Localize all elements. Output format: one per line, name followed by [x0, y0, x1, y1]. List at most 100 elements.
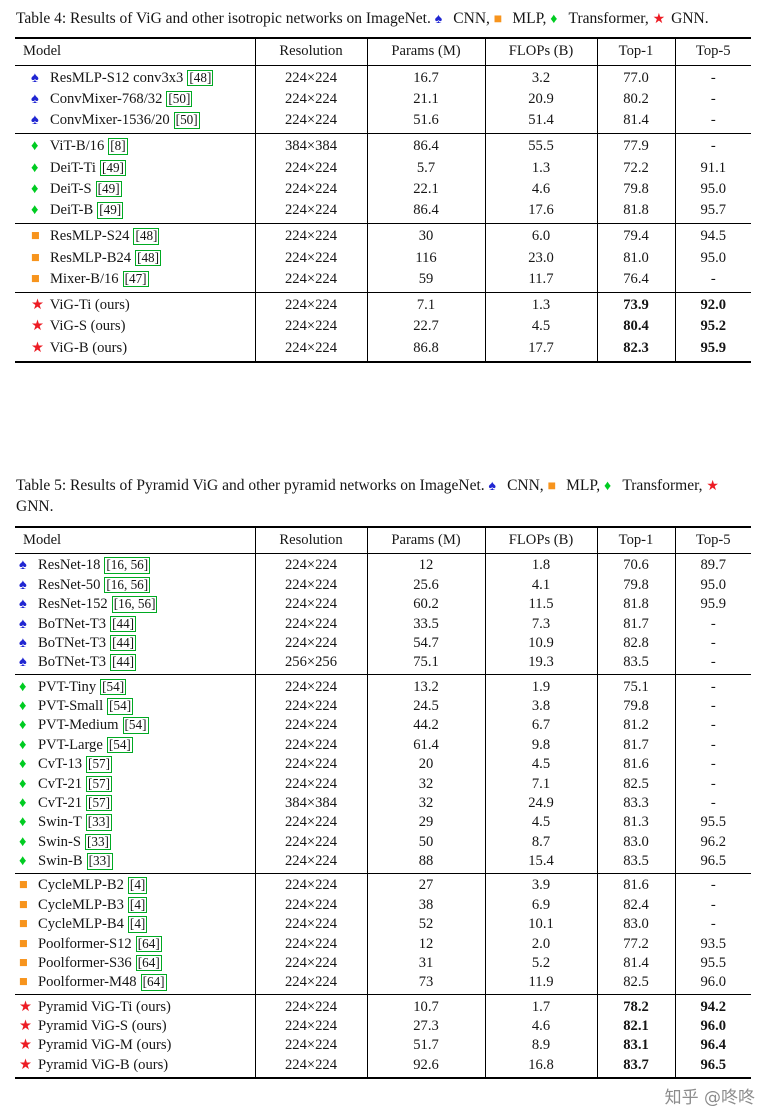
- citation-link[interactable]: [33]: [86, 853, 113, 870]
- model-cell: ♦ Swin-T [33]: [15, 813, 255, 832]
- citation-link[interactable]: [48]: [133, 228, 160, 245]
- params-cell: 32: [366, 793, 485, 813]
- column-header: Top-5: [674, 38, 751, 66]
- legend-label: Transformer,: [618, 476, 707, 494]
- flops-cell: 2.0: [484, 934, 597, 954]
- resolution-cell: 224×224: [254, 247, 367, 269]
- flops-cell: 51.4: [484, 110, 597, 134]
- resolution-cell: 224×224: [254, 633, 367, 653]
- citation-link[interactable]: [4]: [127, 896, 148, 914]
- citation-link[interactable]: [57]: [86, 756, 113, 773]
- citation-link[interactable]: [33]: [85, 814, 112, 831]
- top5-cell: 92.0: [674, 292, 751, 317]
- citation-link[interactable]: [44]: [110, 615, 137, 633]
- model-name: CycleMLP-B4: [34, 916, 124, 933]
- model-name: ViG-S (ours): [46, 318, 126, 335]
- table-row: ★ Pyramid ViG-S (ours) 224×224 27.3 4.6 82.1…: [15, 1016, 751, 1036]
- cnn-marker-icon: ♠: [31, 112, 39, 129]
- caption-label: Table 4:: [16, 10, 71, 27]
- citation-link[interactable]: [44]: [110, 654, 137, 671]
- model-name: ConvMixer-768/32: [46, 90, 163, 107]
- resolution-cell: 224×224: [254, 614, 367, 634]
- resolution-cell: 224×224: [254, 914, 367, 934]
- top1-cell: 77.2: [596, 934, 675, 954]
- model-name: Swin-T: [34, 814, 82, 831]
- resolution-cell: 224×224: [254, 553, 367, 576]
- table-row: ♦ CvT-13 [57] 224×224 20 4.5 81.6-: [15, 754, 751, 774]
- top5-cell: -: [674, 873, 751, 896]
- citation-link[interactable]: [50]: [166, 90, 193, 108]
- citation-link[interactable]: [64]: [140, 974, 167, 991]
- resolution-cell: 224×224: [254, 812, 367, 833]
- citation-link[interactable]: [54]: [106, 736, 133, 754]
- citation-link[interactable]: [54]: [100, 678, 127, 696]
- row-group: ♦ PVT-Tiny [54] 224×224 13.2 1.9 75.1- ♦ PVT-S…: [15, 674, 751, 874]
- legend-label: CNN,: [503, 476, 548, 494]
- citation-link[interactable]: [33]: [84, 833, 111, 851]
- transformer-marker-icon: ♦: [19, 698, 27, 714]
- citation-link[interactable]: [50]: [173, 112, 200, 129]
- citation-link[interactable]: [54]: [122, 717, 149, 734]
- citation-link[interactable]: [64]: [135, 935, 162, 953]
- header-row: Model Resolution Params (M) FLOPs (B) Top-1 T…: [15, 526, 751, 554]
- citation-link[interactable]: [49]: [97, 202, 124, 219]
- citation-link[interactable]: [47]: [122, 270, 149, 288]
- citation-link[interactable]: [48]: [187, 69, 214, 87]
- model-name: CycleMLP-B2: [34, 877, 124, 894]
- top5-cell: -: [674, 652, 751, 675]
- citation-link[interactable]: [16, 56]: [104, 557, 151, 574]
- citation-link[interactable]: [64]: [135, 954, 162, 972]
- citation-link[interactable]: [48]: [135, 249, 162, 267]
- column-header: Model: [23, 43, 62, 60]
- citation-link[interactable]: [44]: [110, 634, 137, 652]
- model-name: ResNet-152: [34, 596, 108, 613]
- model-cell: ■ Poolformer-S36 [64]: [15, 953, 255, 972]
- flops-cell: 3.9: [484, 873, 597, 896]
- table-row: ♦ PVT-Tiny [54] 224×224 13.2 1.9 75.1-: [15, 674, 751, 697]
- top5-cell: 95.0: [674, 247, 751, 269]
- model-name: CycleMLP-B3: [34, 896, 124, 913]
- top1-cell: 83.7: [596, 1055, 675, 1078]
- flops-cell: 10.9: [484, 633, 597, 653]
- citation-link[interactable]: [49]: [95, 180, 122, 198]
- params-cell: 27: [366, 873, 485, 896]
- flops-cell: 1.7: [484, 994, 597, 1017]
- citation-link[interactable]: [8]: [108, 138, 128, 155]
- model-name: DeiT-Ti: [46, 159, 96, 176]
- gnn-marker-icon: ★: [31, 318, 45, 335]
- table-row: ♠ BoTNet-T3 [44] 224×224 33.5 7.3 81.7-: [15, 614, 751, 634]
- citation-link[interactable]: [57]: [86, 794, 113, 812]
- model-name: PVT-Small: [34, 698, 104, 714]
- params-cell: 86.4: [366, 133, 485, 158]
- top5-cell: -: [674, 88, 751, 111]
- params-cell: 88: [366, 851, 485, 874]
- model-name: Poolformer-S36: [34, 954, 132, 971]
- table-row: ♦ CvT-21 [57] 384×384 32 24.9 83.3-: [15, 793, 751, 813]
- caption-label: Table 5:: [16, 476, 71, 494]
- citation-link[interactable]: [16, 56]: [111, 596, 158, 613]
- citation-link[interactable]: [57]: [86, 775, 113, 793]
- model-name: ResMLP-B24: [46, 249, 132, 266]
- resolution-cell: 224×224: [254, 735, 367, 755]
- citation-link[interactable]: [4]: [127, 877, 148, 894]
- top5-cell: 91.1: [674, 157, 751, 179]
- params-cell: 75.1: [366, 652, 485, 675]
- citation-link[interactable]: [49]: [99, 159, 126, 177]
- top1-cell: 82.1: [596, 1016, 675, 1036]
- params-cell: 92.6: [366, 1055, 485, 1078]
- top5-cell: -: [674, 735, 751, 755]
- params-cell: 10.7: [366, 994, 485, 1017]
- model-cell: ♦ PVT-Tiny [54]: [15, 675, 255, 697]
- citation-link[interactable]: [4]: [127, 916, 148, 933]
- table-row: ■ Poolformer-S36 [64] 224×224 31 5.2 81.4 95.5: [15, 953, 751, 973]
- citation-link[interactable]: [16, 56]: [104, 576, 151, 594]
- flops-cell: 20.9: [484, 88, 597, 111]
- model-cell: ■ ResMLP-S24 [48]: [15, 224, 255, 248]
- table-row: ♦ DeiT-S [49] 224×224 22.1 4.6 79.8 95.0: [15, 178, 751, 201]
- transformer-marker-icon: ♦: [19, 678, 27, 695]
- top1-cell: 82.3: [596, 337, 675, 362]
- params-cell: 29: [366, 812, 485, 833]
- model-name: Pyramid ViG-B (ours): [34, 1056, 169, 1073]
- mlp-marker-icon: ■: [19, 896, 28, 913]
- citation-link[interactable]: [54]: [107, 698, 134, 715]
